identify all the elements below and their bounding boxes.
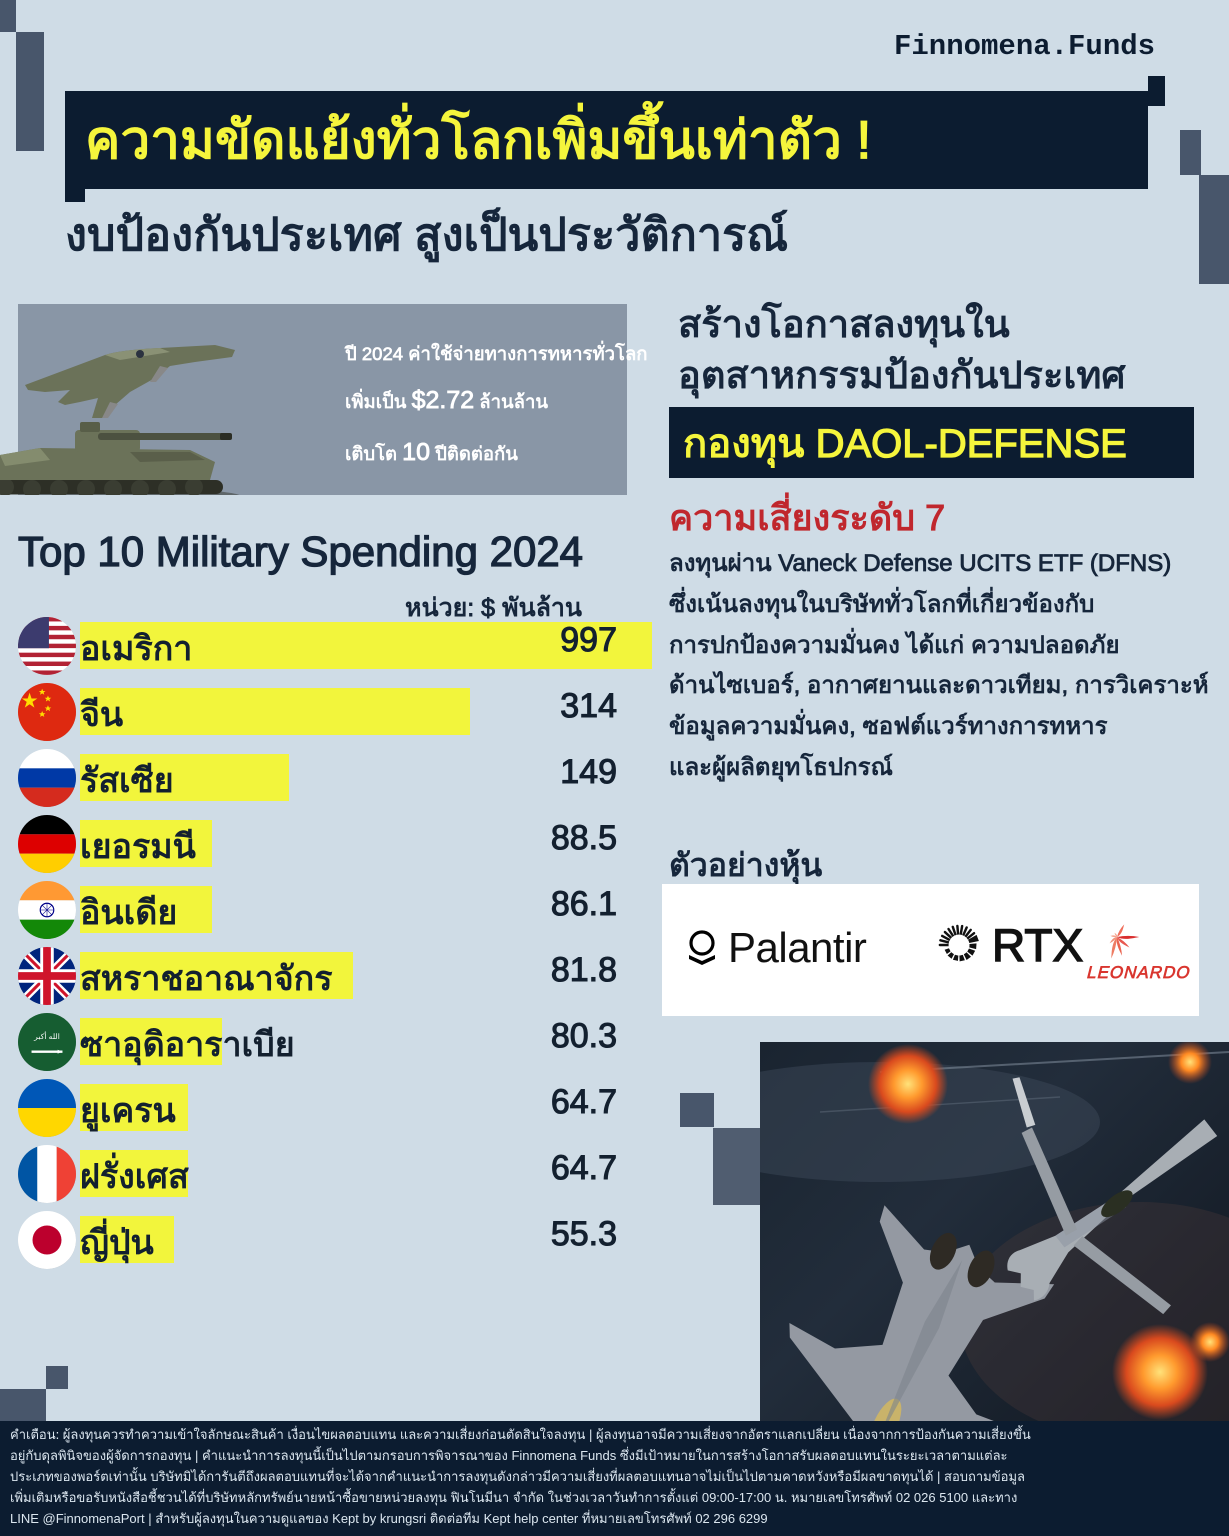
svg-text:الله أكبر: الله أكبر [33, 1030, 60, 1041]
